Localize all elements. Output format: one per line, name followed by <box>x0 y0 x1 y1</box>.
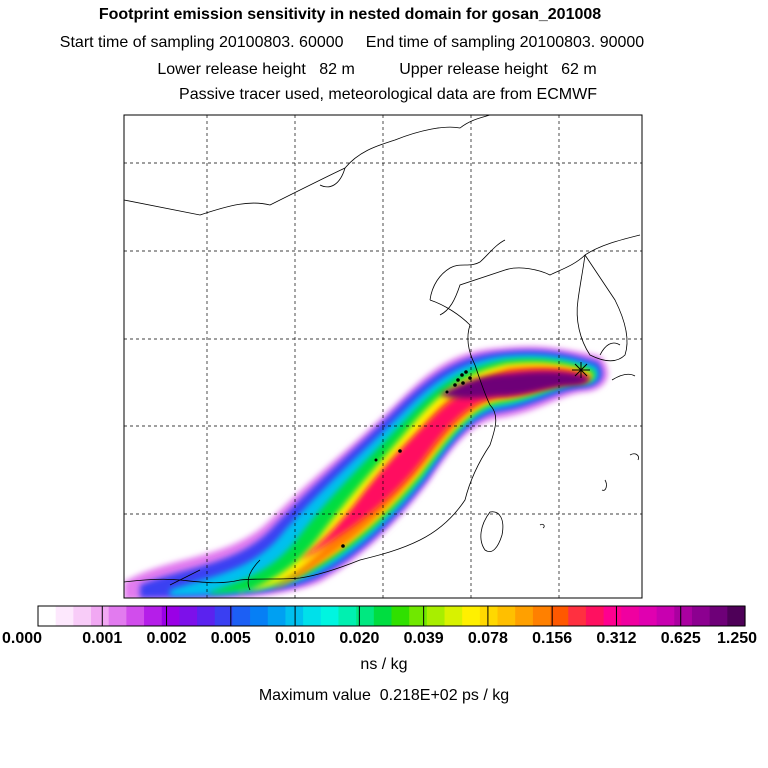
colorbar-tick-label: 0.156 <box>532 630 573 647</box>
colorbar-cell <box>603 606 622 626</box>
colorbar-cell <box>320 606 340 626</box>
colorbar-cell <box>691 606 711 626</box>
city-markers <box>341 370 472 548</box>
colorbar-cell <box>303 606 322 626</box>
colorbar-cell <box>621 606 640 626</box>
colorbar-cell <box>108 606 127 626</box>
colorbar-cell <box>426 606 446 626</box>
colorbar-cell <box>38 606 57 626</box>
colorbar-tick-label: 0.002 <box>146 630 187 647</box>
colorbar-cell <box>674 606 693 626</box>
max-value-label: Maximum value 0.218E+02 ps / kg <box>258 687 510 704</box>
colorbar-separators <box>101 606 682 626</box>
receptor-marker <box>572 362 590 378</box>
colorbar-tick-label: 0.005 <box>210 630 251 647</box>
colorbar-cell <box>197 606 216 626</box>
colorbar-cell <box>532 606 552 626</box>
colorbar-cell <box>373 606 393 626</box>
colorbar-cell <box>179 606 198 626</box>
tracer-info-line: Passive tracer used, meteorological data… <box>179 86 597 103</box>
colorbar-cell <box>144 606 163 626</box>
map-title: Footprint emission sensitivity in nested… <box>98 6 602 23</box>
colorbar-cell <box>727 606 746 626</box>
colorbar-cell <box>638 606 658 626</box>
colorbar-cell <box>479 606 499 626</box>
colorbar-cell <box>356 606 375 626</box>
colorbar-units: ns / kg <box>360 656 408 673</box>
colorbar-cell <box>285 606 304 626</box>
colorbar-tick-label: 0.000 <box>1 630 43 647</box>
colorbar-cell <box>73 606 92 626</box>
map-frame <box>123 114 643 599</box>
colorbar-cell <box>709 606 728 626</box>
colorbar-cell <box>214 606 234 626</box>
colorbar-tick-label: 0.078 <box>467 630 508 647</box>
colorbar-cell <box>497 606 516 626</box>
colorbar-tick-label: 0.001 <box>82 630 123 647</box>
colorbar-tick-label: 0.020 <box>339 630 380 647</box>
colorbar-tick-label: 0.010 <box>275 630 316 647</box>
colorbar-cell <box>126 606 145 626</box>
colorbar-cell <box>267 606 287 626</box>
colorbar-cell <box>585 606 605 626</box>
colorbar-frame <box>37 605 746 627</box>
release-height-line: Lower release height 82 m Upper release … <box>157 61 597 78</box>
colorbar-cell <box>444 606 463 626</box>
colorbar-cell <box>515 606 534 626</box>
colorbar-cell <box>338 606 357 626</box>
colorbar-tick-label: 0.312 <box>596 630 637 647</box>
colorbar-cell <box>232 606 251 626</box>
colorbar-cell <box>568 606 587 626</box>
plume-layer <box>124 346 608 598</box>
gridlines <box>124 115 642 598</box>
colorbar <box>38 606 746 626</box>
colorbar-cell <box>250 606 269 626</box>
colorbar-tick-label: 0.625 <box>660 630 701 647</box>
colorbar-cell <box>161 606 180 626</box>
colorbar-cell <box>91 606 110 626</box>
colorbar-cell <box>550 606 569 626</box>
colorbar-cell <box>391 606 410 626</box>
colorbar-cell <box>409 606 428 626</box>
colorbar-cell <box>55 606 74 626</box>
colorbar-cell <box>656 606 675 626</box>
sampling-time-line: Start time of sampling 20100803. 60000 E… <box>59 34 645 51</box>
colorbar-tick-label: 1.250 <box>716 630 758 647</box>
colorbar-tick-label: 0.039 <box>403 630 444 647</box>
colorbar-cell <box>462 606 481 626</box>
